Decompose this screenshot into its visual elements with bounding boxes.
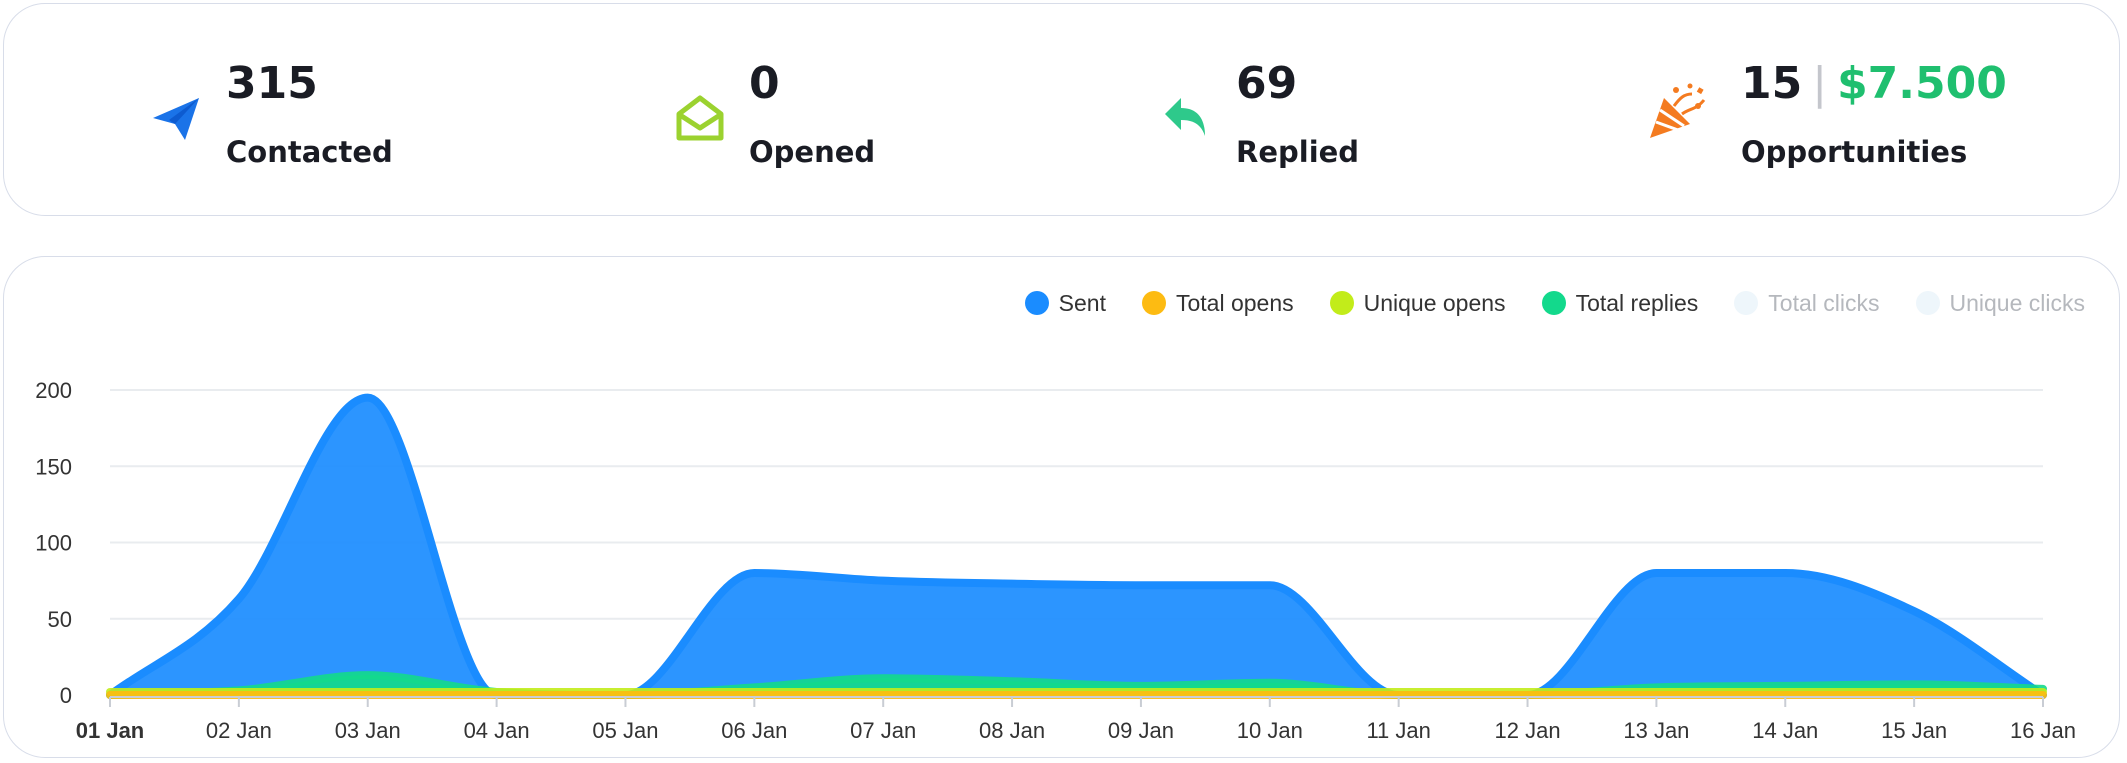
x-tick-label: 07 Jan — [850, 718, 916, 743]
opportunities-separator: | — [1812, 58, 1828, 109]
party-popper-icon — [1650, 83, 1706, 138]
opportunities-label: Opportunities — [1741, 135, 1968, 169]
activity-area-chart: 0 50 100 150 200 01 Jan 02 Jan 03 Jan 04 Jan 05 J… — [35, 378, 2076, 743]
series-line-sent — [106, 393, 2047, 699]
opened-label: Opened — [749, 135, 876, 169]
series-line-total-replies — [106, 671, 2047, 699]
x-tick-label: 04 Jan — [464, 718, 530, 743]
opportunities-count: 15 — [1741, 58, 1803, 109]
opportunities-amount: $7.500 — [1837, 58, 2007, 109]
replied-label: Replied — [1236, 135, 1360, 169]
legend-label: Sent — [1058, 289, 1106, 316]
legend-item-unique-clicks[interactable]: Unique clicks — [1915, 289, 2086, 317]
legend-label: Total replies — [1575, 289, 1699, 316]
legend-dot — [1541, 291, 1566, 315]
stats-card: 315 Contacted 0 Opened 69 Replied — [3, 3, 2120, 216]
opened-value: 0 — [749, 58, 780, 109]
legend-label: Unique opens — [1363, 289, 1506, 316]
contacted-value: 315 — [226, 58, 318, 109]
legend-dot — [1915, 291, 1940, 315]
x-tick-label: 13 Jan — [1623, 718, 1689, 743]
x-tick-label: 09 Jan — [1108, 718, 1174, 743]
x-tick-label: 15 Jan — [1881, 718, 1947, 743]
legend-dot — [1141, 291, 1166, 315]
legend-item-total-replies[interactable]: Total replies — [1541, 289, 1699, 317]
x-tick-label: 16 Jan — [2010, 718, 2076, 743]
legend-label: Total clicks — [1768, 289, 1880, 316]
x-tick-label: 12 Jan — [1495, 718, 1561, 743]
y-tick-label: 50 — [48, 607, 72, 632]
y-tick-label: 0 — [60, 683, 72, 708]
legend-item-total-opens[interactable]: Total opens — [1141, 289, 1294, 317]
reply-arrow-icon — [1165, 98, 1205, 136]
chart-legend: Sent Total opens Unique opens Total repl… — [989, 286, 2085, 320]
x-tick-label: 11 Jan — [1366, 718, 1430, 743]
x-tick-label: 03 Jan — [335, 718, 401, 743]
contacted-label: Contacted — [226, 135, 393, 169]
x-tick-label: 06 Jan — [721, 718, 787, 743]
x-tick-label: 08 Jan — [979, 718, 1045, 743]
legend-item-sent[interactable]: Sent — [1024, 289, 1106, 317]
x-tick-label: 14 Jan — [1752, 718, 1818, 743]
x-tick-label: 05 Jan — [592, 718, 658, 743]
legend-item-total-clicks[interactable]: Total clicks — [1734, 289, 1880, 317]
series-area-sent — [110, 397, 2043, 695]
legend-dot — [1734, 291, 1759, 315]
legend-dot — [1329, 291, 1354, 315]
x-tick-label: 01 Jan — [76, 718, 145, 743]
legend-dot — [1024, 291, 1049, 315]
opportunities-value: 15 | $7.500 — [1741, 62, 2007, 106]
x-tick-label: 10 Jan — [1237, 718, 1303, 743]
legend-label: Unique clicks — [1949, 289, 2086, 316]
y-tick-label: 200 — [35, 378, 72, 403]
y-tick-label: 150 — [35, 454, 72, 479]
legend-item-unique-opens[interactable]: Unique opens — [1329, 289, 1506, 317]
replied-value: 69 — [1236, 58, 1298, 109]
paper-plane-icon — [153, 98, 199, 140]
open-envelope-icon — [676, 95, 724, 141]
x-tick-label: 02 Jan — [206, 718, 272, 743]
y-tick-label: 100 — [35, 531, 72, 556]
legend-label: Total opens — [1175, 289, 1294, 316]
